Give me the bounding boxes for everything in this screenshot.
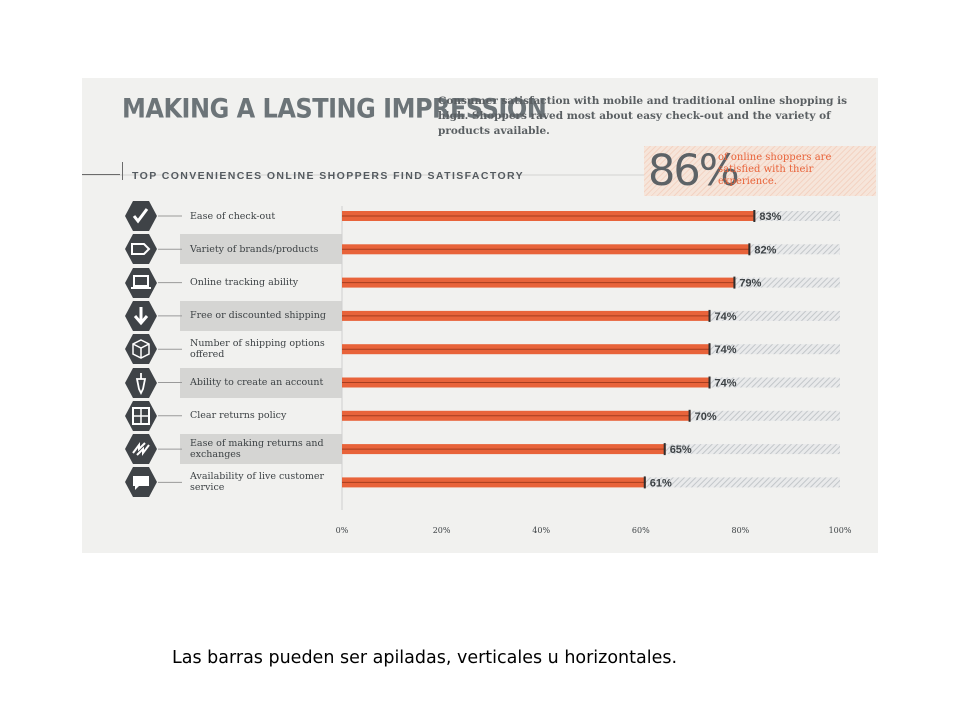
value-label: 61% [650,477,672,489]
value-label: 74% [715,311,737,323]
bar-end-cap [688,409,691,422]
window-icon [125,400,157,431]
category-label: Clear returns policy [190,410,287,422]
bar-remainder [690,410,840,421]
row-band [180,367,342,398]
bar-end-cap [753,210,756,222]
bar-remainder [710,377,840,388]
stat-callout: 86% of online shoppers are satisfied wit… [644,146,876,196]
section-heading: TOP CONVENIENCES ONLINE SHOPPERS FIND SA… [132,170,525,182]
callout-text: of online shoppers are satisfied with th… [718,152,832,187]
category-label: Free or discounted shipping [190,310,326,322]
category-label: Ability to create an account [190,377,324,388]
pen-nib-icon [125,367,157,398]
value-label: 79% [739,278,761,290]
bar-remainder [750,244,840,255]
speech-bubble-icon [125,467,157,498]
category-label: Variety of brands/products [190,243,319,255]
bar-remainder [710,310,840,321]
category-label: Online tracking ability [190,277,299,289]
bar-end-cap [708,309,711,322]
bar-end-cap [708,376,711,389]
down-arrow-icon [125,300,157,331]
x-tick-label: 80% [732,526,750,535]
section-rule [82,174,120,175]
bar-end-cap [748,243,751,256]
bar-remainder [665,444,840,455]
value-label: 74% [715,344,737,356]
infographic: MAKING A LASTING IMPRESSION Consumer sat… [82,78,878,553]
laptop-icon [125,267,157,298]
x-tick-label: 20% [433,526,451,535]
bar-end-cap [733,276,736,289]
x-tick-label: 60% [632,526,650,535]
category-label: Number of shipping options offered [190,338,325,361]
bar-remainder [735,277,840,288]
value-label: 83% [759,211,781,223]
section-tick [122,162,123,180]
value-label: 74% [715,378,737,390]
value-label: 82% [754,244,776,256]
bar-remainder [710,344,840,355]
category-label: Availability of live customer service [190,471,325,494]
value-label: 65% [670,444,692,456]
return-arrows-icon [125,434,157,465]
x-tick-label: 0% [336,526,349,535]
bar-chart: 83% 82% 79% 74% 74% 74% 70% 65% 61% 0% 20% 40% 60% 80… [158,206,852,535]
row-band [180,300,342,331]
value-label: 70% [695,411,717,423]
x-tick-label: 100% [829,526,852,535]
callout-value: 86% [648,146,740,196]
category-label: Ease of check-out [190,210,276,222]
check-icon [125,201,157,231]
bar-end-cap [643,476,646,489]
section-divider [82,174,804,176]
category-label: Ease of making returns and exchanges [190,438,324,461]
bar-end-cap [663,443,666,456]
row-band [180,434,342,465]
bar-remainder [645,477,840,488]
row-band [180,234,342,265]
x-tick-label: 40% [532,526,550,535]
infographic-subtitle: Consumer satisfaction with mobile and tr… [438,95,847,137]
bar-end-cap [708,343,711,356]
box-icon [125,334,157,365]
tag-icon [125,234,157,265]
footer-caption: Las barras pueden ser apiladas, vertical… [172,648,678,668]
bar-remainder [755,211,840,221]
